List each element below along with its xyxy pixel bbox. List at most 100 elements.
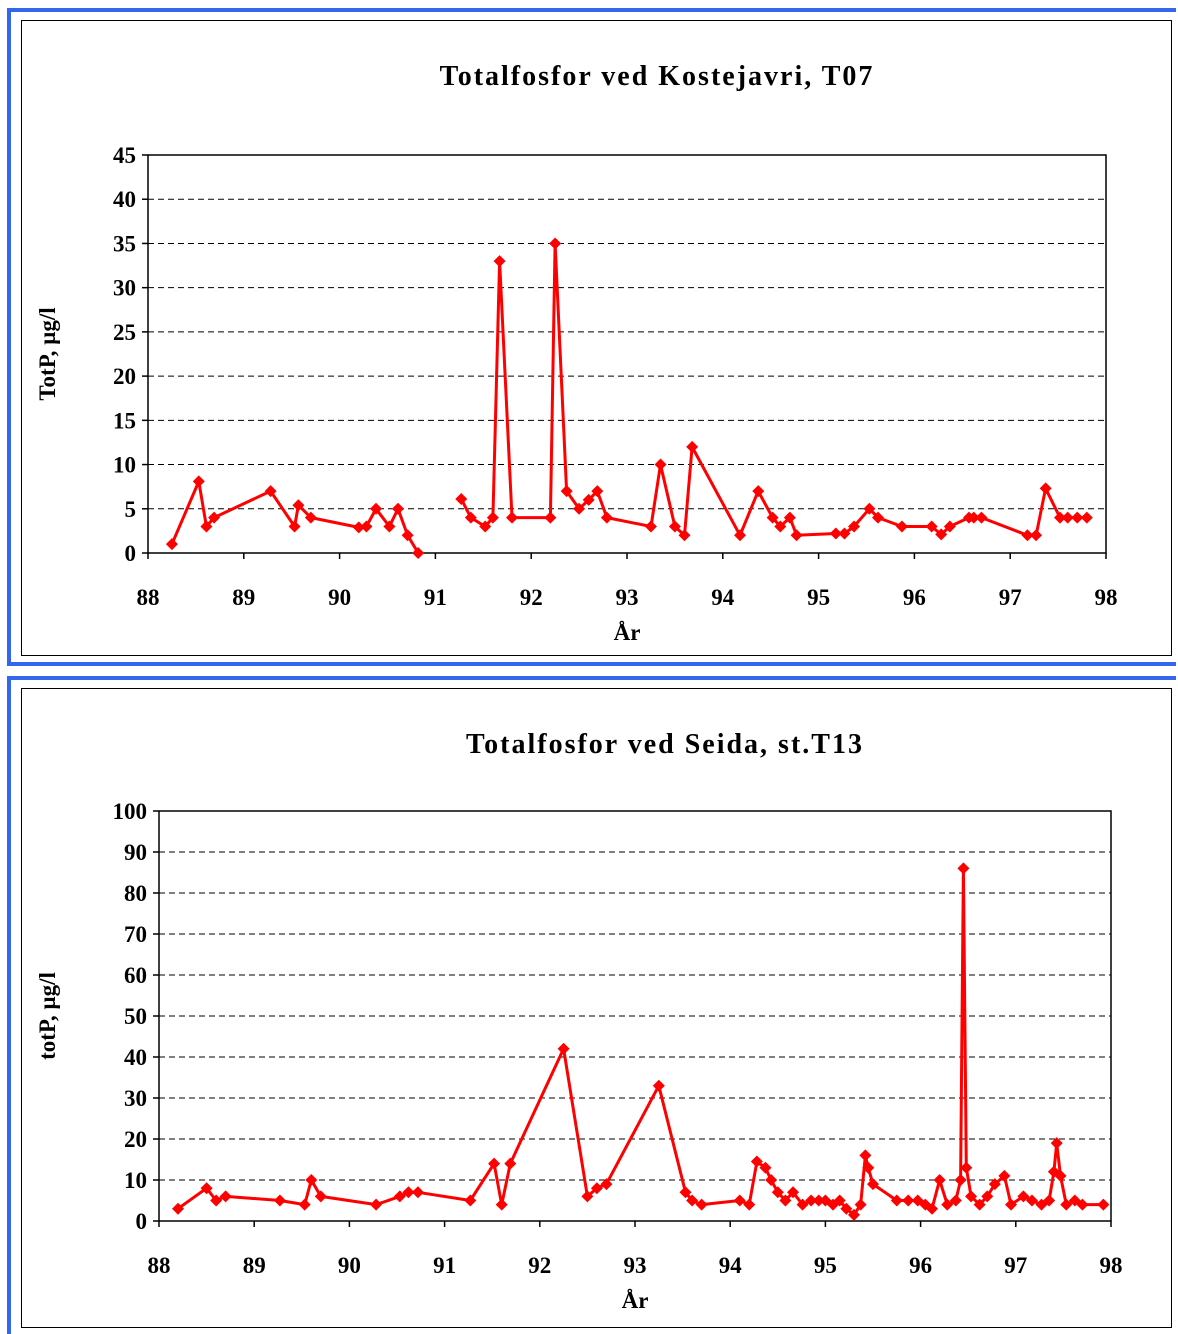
data-point-marker xyxy=(854,1198,867,1211)
x-tick-label: 98 xyxy=(1100,1253,1123,1278)
y-tick-label: 20 xyxy=(124,1127,147,1152)
data-point-marker xyxy=(902,1194,915,1207)
data-point-marker xyxy=(847,1208,860,1221)
series-line xyxy=(177,866,1104,1217)
x-tick-label: 96 xyxy=(903,585,926,610)
data-point-marker xyxy=(805,1194,818,1207)
chart-kostejavri: Totalfosfor ved Kostejavri, T07 0 5 10 15 20 2… xyxy=(35,61,1118,645)
x-tick-label: 88 xyxy=(137,585,160,610)
y-tick-label: 15 xyxy=(113,408,136,433)
data-point-marker xyxy=(960,1161,973,1174)
y-axis-label: TotP, µg/l xyxy=(35,307,60,400)
data-point-marker xyxy=(695,1198,708,1211)
chart-frame xyxy=(21,688,1172,1328)
data-point-marker xyxy=(678,529,691,542)
data-point-marker xyxy=(401,529,414,542)
data-point-marker xyxy=(314,1190,327,1203)
data-point-marker xyxy=(590,1182,603,1195)
data-point-marker xyxy=(812,1194,825,1207)
data-point-marker xyxy=(1080,511,1093,524)
chart-seida: Totalfosfor ved Seida, st.T13 0 10 20 30 40 50… xyxy=(35,729,1123,1313)
x-tick-label: 94 xyxy=(719,1253,743,1278)
x-tick-label: 94 xyxy=(711,585,735,610)
data-point-marker xyxy=(734,529,747,542)
data-point-marker xyxy=(504,1157,517,1170)
data-point-marker xyxy=(679,1186,692,1199)
data-point-marker xyxy=(549,237,562,250)
data-point-marker xyxy=(557,1042,570,1055)
y-tick-label: 70 xyxy=(124,922,147,947)
x-tick-label: 96 xyxy=(909,1253,932,1278)
data-point-marker xyxy=(943,520,956,533)
x-tick-label: 92 xyxy=(520,585,543,610)
data-point-marker xyxy=(544,511,557,524)
data-point-marker xyxy=(165,538,178,551)
data-point-marker xyxy=(1039,482,1052,495)
x-tick-label: 92 xyxy=(528,1253,551,1278)
data-point-marker xyxy=(288,520,301,533)
x-tick-label: 90 xyxy=(328,585,351,610)
x-tick-label: 88 xyxy=(148,1253,171,1278)
data-point-marker xyxy=(752,485,765,498)
y-tick-label: 100 xyxy=(113,799,148,824)
data-point-marker xyxy=(863,502,876,515)
x-tick-label: 95 xyxy=(814,1253,837,1278)
data-point-marker xyxy=(859,1149,872,1162)
data-point-marker xyxy=(941,1198,954,1211)
data-point-marker xyxy=(862,1161,875,1174)
data-point-marker xyxy=(833,1194,846,1207)
data-point-marker xyxy=(581,1190,594,1203)
x-tick-label: 89 xyxy=(243,1253,266,1278)
x-tick-label: 97 xyxy=(1004,1253,1027,1278)
data-point-marker xyxy=(644,520,657,533)
data-point-marker xyxy=(392,502,405,515)
y-tick-label: 20 xyxy=(113,364,136,389)
x-tick-label: 95 xyxy=(807,585,830,610)
data-point-marker xyxy=(686,1194,699,1207)
chart-panel-kostejavri: Totalfosfor ved Kostejavri, T07 0 5 10 15 20 2… xyxy=(7,8,1176,666)
data-point-marker xyxy=(652,1079,665,1092)
data-point-marker xyxy=(292,499,305,512)
y-tick-label: 30 xyxy=(124,1086,147,1111)
data-point-marker xyxy=(733,1194,746,1207)
data-point-marker xyxy=(402,1186,415,1199)
data-point-marker xyxy=(352,521,365,534)
data-point-marker xyxy=(925,520,938,533)
data-point-marker xyxy=(838,527,851,540)
data-point-marker xyxy=(790,529,803,542)
data-point-marker xyxy=(779,1194,792,1207)
y-tick-label: 35 xyxy=(113,231,136,256)
data-point-marker xyxy=(200,520,213,533)
data-point-marker xyxy=(965,1190,978,1203)
data-point-marker xyxy=(305,1174,318,1186)
data-point-marker xyxy=(506,511,519,524)
y-tick-label: 90 xyxy=(124,840,147,865)
data-point-marker xyxy=(455,493,468,506)
data-point-marker xyxy=(360,520,373,533)
y-tick-label: 50 xyxy=(124,1004,147,1029)
y-tick-label: 5 xyxy=(125,497,137,522)
data-point-marker xyxy=(1025,1194,1038,1207)
x-tick-label: 97 xyxy=(999,585,1022,610)
x-tick-label: 91 xyxy=(424,585,447,610)
data-point-marker xyxy=(933,1174,946,1186)
y-tick-label: 80 xyxy=(124,881,147,906)
data-point-marker xyxy=(560,485,573,498)
chart-title: Totalfosfor ved Seida, st.T13 xyxy=(466,729,864,760)
data-point-marker xyxy=(998,1169,1011,1182)
x-tick-label: 93 xyxy=(624,1253,647,1278)
data-point-marker xyxy=(1097,1198,1110,1211)
data-point-marker xyxy=(840,1202,853,1215)
data-point-marker xyxy=(412,547,425,559)
data-point-marker xyxy=(393,1190,406,1203)
data-point-marker xyxy=(273,1194,286,1207)
data-point-marker xyxy=(1060,1198,1073,1211)
x-tick-label: 91 xyxy=(433,1253,456,1278)
x-axis-label: År xyxy=(622,1288,649,1313)
data-point-marker xyxy=(298,1198,311,1211)
data-point-marker xyxy=(759,1161,772,1174)
data-point-marker xyxy=(774,520,787,533)
y-tick-label: 40 xyxy=(124,1045,147,1070)
x-tick-label: 98 xyxy=(1095,585,1118,610)
x-axis-label: År xyxy=(614,620,641,645)
